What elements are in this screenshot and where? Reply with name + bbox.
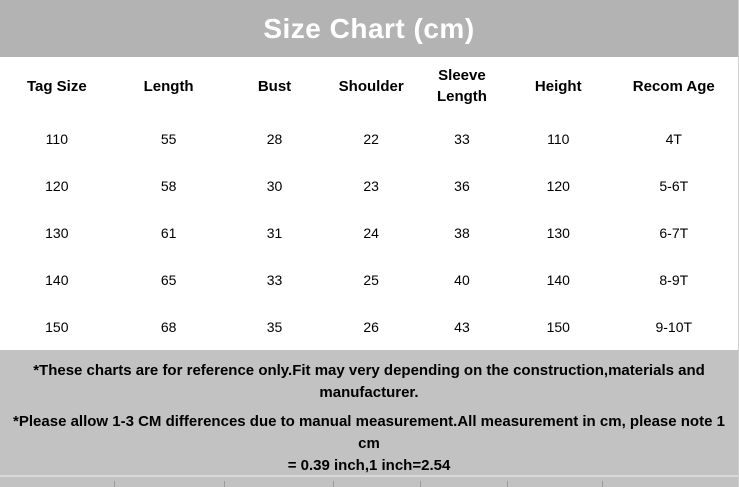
table-cell: 55 bbox=[160, 130, 177, 147]
column-header: Tag Size bbox=[26, 77, 87, 95]
table-cell: 33 bbox=[454, 130, 470, 147]
table-cell: 43 bbox=[454, 318, 470, 335]
table-cell: 9-10T bbox=[655, 318, 693, 335]
column-header: Sleeve Length bbox=[436, 67, 487, 105]
measurement-note: *Please allow 1-3 CM differences due to … bbox=[0, 413, 738, 475]
column-header: Shoulder bbox=[338, 77, 404, 95]
table-cell: 68 bbox=[160, 318, 177, 335]
table-cell: 28 bbox=[266, 130, 283, 147]
note-line: *These charts are for reference only.Fit… bbox=[33, 361, 705, 379]
reference-note: *These charts are for reference only.Fit… bbox=[0, 350, 738, 413]
table-cell: 25 bbox=[363, 271, 379, 288]
table-cell: 38 bbox=[454, 224, 470, 241]
column-header: Height bbox=[534, 77, 582, 95]
note-line: manufacturer. bbox=[319, 383, 419, 401]
table-cell: 40 bbox=[454, 271, 470, 288]
size-table-head: Tag Size Length Bust Shoulder Sleeve Length H… bbox=[0, 57, 738, 115]
table-cell: 61 bbox=[160, 224, 177, 241]
table-cell: 36 bbox=[454, 177, 470, 194]
table-cell: 130 bbox=[45, 224, 69, 241]
table-cell: 150 bbox=[546, 318, 570, 335]
size-table-body: 110 55 28 22 33 110 4T 120 58 30 23 36 120 5-6T 130 61 3… bbox=[0, 115, 738, 350]
table-row: 130 61 31 24 38 130 6-7T bbox=[0, 209, 738, 256]
note-line: *Please allow 1-3 CM differences due to … bbox=[13, 413, 725, 452]
table-row: 120 58 30 23 36 120 5-6T bbox=[0, 162, 738, 209]
table-cell: 6-7T bbox=[659, 224, 689, 241]
table-cell: 120 bbox=[546, 177, 570, 194]
column-divider-tick bbox=[602, 481, 603, 487]
table-cell: 8-9T bbox=[659, 271, 689, 288]
table-cell: 5-6T bbox=[659, 177, 689, 194]
table-cell: 110 bbox=[547, 130, 570, 147]
table-cell: 30 bbox=[266, 177, 283, 194]
table-cell: 65 bbox=[160, 271, 177, 288]
size-table: Tag Size Length Bust Shoulder Sleeve Length H… bbox=[0, 57, 738, 350]
column-header: Bust bbox=[257, 77, 292, 95]
table-cell: 23 bbox=[363, 177, 379, 194]
table-cell: 58 bbox=[160, 177, 177, 194]
table-row: 110 55 28 22 33 110 4T bbox=[0, 115, 738, 162]
table-row: 150 68 35 26 43 150 9-10T bbox=[0, 303, 738, 350]
table-cell: 4T bbox=[665, 130, 682, 147]
table-cell: 26 bbox=[363, 318, 379, 335]
table-cell: 150 bbox=[45, 318, 69, 335]
column-divider-tick bbox=[224, 481, 225, 487]
table-cell: 24 bbox=[363, 224, 379, 241]
header-row: Tag Size Length Bust Shoulder Sleeve Length H… bbox=[0, 57, 738, 115]
page-title: Size Chart (cm) bbox=[263, 12, 475, 44]
column-header: Length bbox=[143, 77, 194, 95]
table-cell: 130 bbox=[546, 224, 570, 241]
size-table-section: Tag Size Length Bust Shoulder Sleeve Length H… bbox=[0, 57, 738, 350]
column-divider-tick bbox=[333, 481, 334, 487]
table-cell: 31 bbox=[266, 224, 283, 241]
column-divider-tick bbox=[114, 481, 115, 487]
next-table-top-edge bbox=[0, 475, 738, 487]
table-cell: 140 bbox=[546, 271, 570, 288]
column-divider-tick bbox=[507, 481, 508, 487]
title-bar: Size Chart (cm) bbox=[0, 0, 738, 57]
column-header: Recom Age bbox=[632, 77, 715, 95]
table-cell: 33 bbox=[266, 271, 283, 288]
table-cell: 110 bbox=[45, 130, 68, 147]
table-cell: 22 bbox=[363, 130, 379, 147]
table-cell: 120 bbox=[45, 177, 69, 194]
table-row: 140 65 33 25 40 140 8-9T bbox=[0, 256, 738, 303]
column-divider-tick bbox=[420, 481, 421, 487]
table-cell: 140 bbox=[45, 271, 69, 288]
notes-section: *These charts are for reference only.Fit… bbox=[0, 350, 738, 475]
table-cell: 35 bbox=[266, 318, 283, 335]
note-line: = 0.39 inch,1 inch=2.54 bbox=[287, 457, 451, 474]
